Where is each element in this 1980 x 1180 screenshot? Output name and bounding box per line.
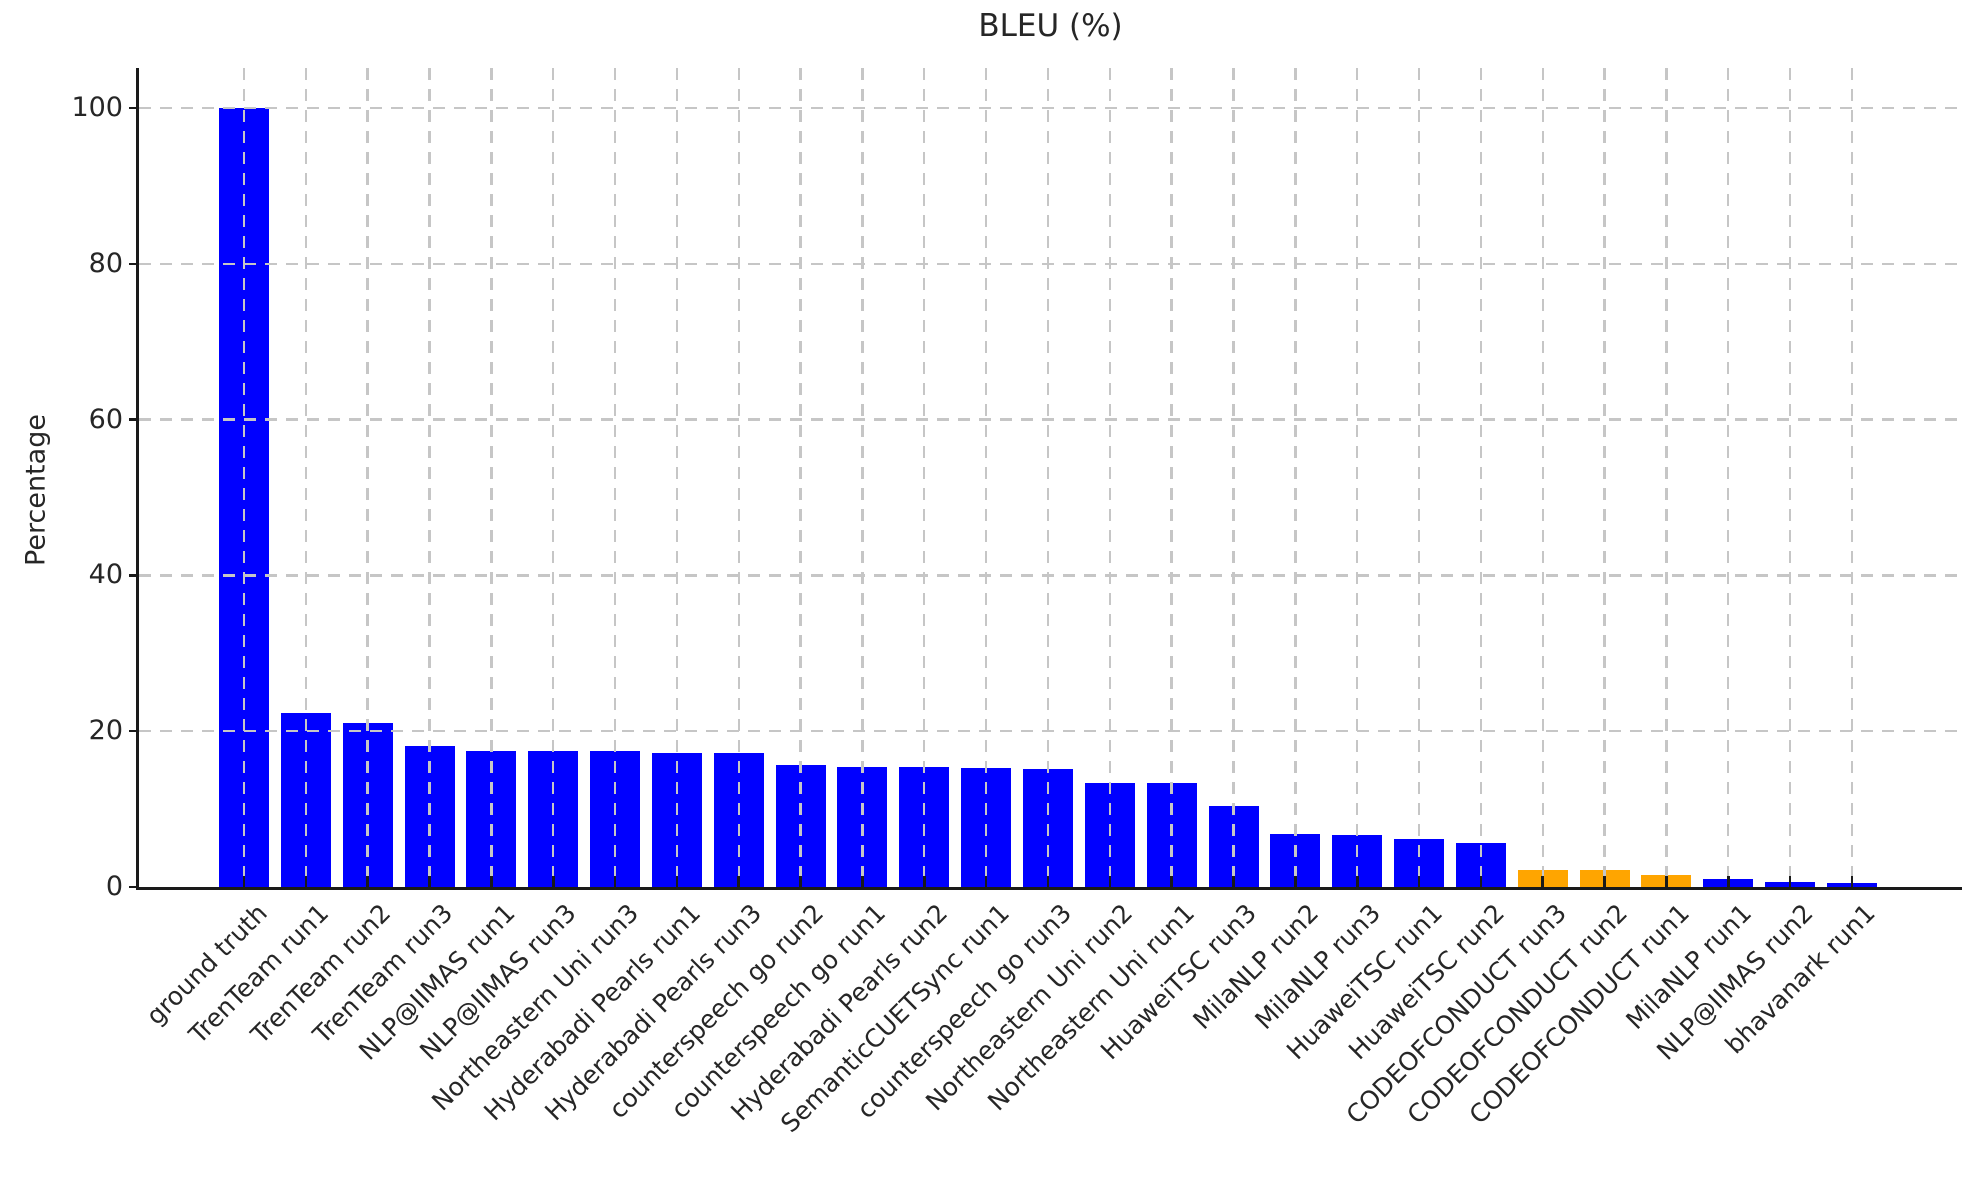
vertical-gridline [1232,68,1235,887]
vertical-gridline [1665,68,1668,887]
x-tick-mark [737,876,741,887]
vertical-gridline [1603,68,1606,887]
horizontal-gridline [139,262,1958,265]
y-tick-mark [129,574,138,577]
vertical-gridline [552,68,555,887]
vertical-gridline [613,68,617,887]
vertical-gridline [1788,68,1792,887]
x-tick-mark [613,876,617,887]
x-tick-mark [551,876,555,887]
x-tick-mark [1417,876,1421,887]
y-tick-label: 20 [88,715,123,747]
x-tick-mark [923,876,926,887]
chart-title: BLEU (%) [978,8,1123,44]
x-tick-mark [242,876,246,887]
vertical-gridline [799,68,802,887]
x-tick-mark [675,876,679,887]
y-tick-label: 60 [88,403,123,435]
x-tick-mark [1046,876,1050,887]
y-tick-mark [129,885,138,889]
y-tick-mark [129,262,138,266]
y-axis-line [136,68,139,890]
x-tick-mark [1170,876,1173,887]
y-tick-label: 100 [71,92,123,123]
x-tick-mark [366,876,369,887]
y-tick-mark [129,729,138,733]
vertical-gridline [861,68,864,887]
vertical-gridline [242,68,246,887]
x-tick-mark [1294,876,1297,887]
x-tick-mark [1727,876,1730,887]
vertical-gridline [1727,68,1730,887]
x-tick-mark [1788,876,1792,887]
vertical-gridline [984,68,988,887]
x-tick-mark [799,876,802,887]
horizontal-gridline [139,106,1958,110]
vertical-gridline [1294,68,1297,887]
x-tick-mark [1541,876,1545,887]
vertical-gridline [304,68,308,887]
x-tick-mark [984,876,988,887]
x-tick-mark [1850,876,1854,887]
vertical-gridline [1417,68,1421,887]
vertical-gridline [923,68,926,887]
vertical-gridline [1170,68,1173,887]
vertical-gridline [1850,68,1854,887]
horizontal-gridline [139,574,1958,577]
vertical-gridline [366,68,369,887]
vertical-gridline [675,68,679,887]
vertical-gridline [1479,68,1483,887]
vertical-gridline [490,68,493,887]
horizontal-gridline [139,418,1958,421]
y-tick-mark [129,106,138,110]
vertical-gridline [428,68,431,887]
vertical-gridline [1108,68,1112,887]
y-tick-mark [129,418,138,421]
y-axis-label: Percentage [20,414,52,566]
horizontal-gridline [139,730,1958,733]
x-tick-mark [490,876,493,887]
x-tick-mark [1479,876,1483,887]
y-tick-label: 0 [105,871,123,902]
y-tick-label: 40 [88,559,123,591]
x-tick-mark [861,876,864,887]
vertical-gridline [1541,68,1544,887]
x-tick-mark [1108,876,1112,887]
y-tick-label: 80 [88,247,123,279]
x-tick-mark [1232,876,1235,887]
vertical-gridline [737,68,740,887]
x-tick-mark [428,876,431,887]
x-tick-mark [304,876,308,887]
x-tick-mark [1355,876,1359,887]
vertical-gridline [1046,68,1050,887]
x-tick-mark [1665,876,1668,887]
x-axis-line [136,887,1962,890]
x-tick-mark [1603,876,1606,887]
vertical-gridline [1356,68,1359,887]
